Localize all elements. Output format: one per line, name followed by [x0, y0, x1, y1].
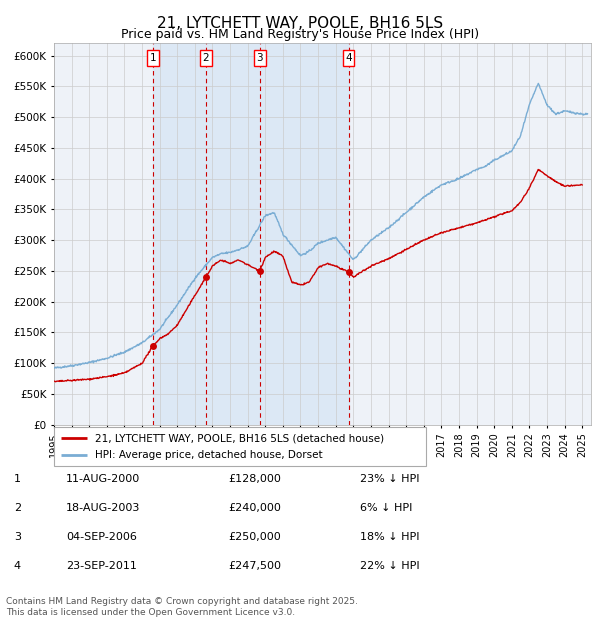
Text: 6% ↓ HPI: 6% ↓ HPI	[360, 503, 412, 513]
Text: £250,000: £250,000	[228, 532, 281, 542]
Text: 21, LYTCHETT WAY, POOLE, BH16 5LS: 21, LYTCHETT WAY, POOLE, BH16 5LS	[157, 16, 443, 30]
FancyBboxPatch shape	[54, 427, 426, 466]
Text: 3: 3	[14, 532, 21, 542]
Text: 2: 2	[203, 53, 209, 63]
Text: £247,500: £247,500	[228, 561, 281, 571]
Text: 11-AUG-2000: 11-AUG-2000	[66, 474, 140, 484]
Text: 22% ↓ HPI: 22% ↓ HPI	[360, 561, 419, 571]
Text: 4: 4	[14, 561, 21, 571]
Text: 1: 1	[14, 474, 21, 484]
Text: Price paid vs. HM Land Registry's House Price Index (HPI): Price paid vs. HM Land Registry's House …	[121, 28, 479, 41]
Text: HPI: Average price, detached house, Dorset: HPI: Average price, detached house, Dors…	[95, 450, 323, 460]
Text: £128,000: £128,000	[228, 474, 281, 484]
Text: £240,000: £240,000	[228, 503, 281, 513]
Text: 4: 4	[345, 53, 352, 63]
Text: 23% ↓ HPI: 23% ↓ HPI	[360, 474, 419, 484]
Text: 1: 1	[149, 53, 156, 63]
Bar	[153, 43, 349, 425]
Text: 21, LYTCHETT WAY, POOLE, BH16 5LS (detached house): 21, LYTCHETT WAY, POOLE, BH16 5LS (detac…	[95, 433, 384, 443]
Text: 2: 2	[14, 503, 21, 513]
Text: 3: 3	[256, 53, 263, 63]
Text: 18-AUG-2003: 18-AUG-2003	[66, 503, 140, 513]
Text: 04-SEP-2006: 04-SEP-2006	[66, 532, 137, 542]
Text: 23-SEP-2011: 23-SEP-2011	[66, 561, 137, 571]
Text: 18% ↓ HPI: 18% ↓ HPI	[360, 532, 419, 542]
Text: Contains HM Land Registry data © Crown copyright and database right 2025.
This d: Contains HM Land Registry data © Crown c…	[6, 598, 358, 617]
